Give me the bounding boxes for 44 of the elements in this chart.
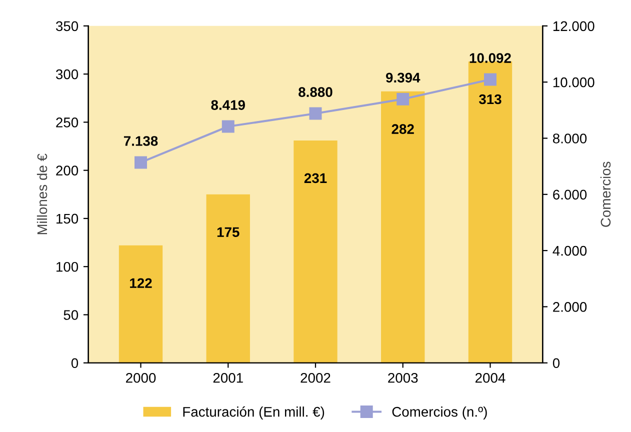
bar xyxy=(118,245,163,363)
point xyxy=(134,156,148,169)
y2-tick-label: 6.000 xyxy=(553,190,587,200)
data-label: 8.880 xyxy=(298,87,332,97)
y-tick-label: 150 xyxy=(56,214,78,224)
y-tick-label: 250 xyxy=(56,118,78,128)
bar xyxy=(294,140,338,363)
y2-axis-title: Comercios xyxy=(600,162,611,227)
y2-tick-label: 2.000 xyxy=(553,302,587,312)
bar xyxy=(206,194,250,363)
x-tick-label: 2002 xyxy=(300,372,330,383)
bar xyxy=(381,91,425,363)
y-tick-label: 50 xyxy=(64,310,78,320)
x-tick-label: 2001 xyxy=(213,372,243,383)
y2-tick-label: 4.000 xyxy=(552,246,587,256)
data-label: 10.092 xyxy=(470,53,511,63)
data-label: 175 xyxy=(217,227,240,238)
x-tick-label: 2004 xyxy=(475,372,506,383)
y-tick-label: 300 xyxy=(56,69,78,80)
data-label: 122 xyxy=(130,278,152,288)
data-label: 313 xyxy=(478,94,502,104)
y-tick-label: 350 xyxy=(56,21,78,32)
point xyxy=(484,73,496,86)
y2-tick-label: 12.000 xyxy=(553,21,594,32)
data-label: 7.138 xyxy=(124,136,158,146)
point xyxy=(309,107,322,120)
y-axis-title: Millones de € xyxy=(36,154,48,234)
y-tick-label: 200 xyxy=(56,166,78,176)
y2-tick-label: 10.000 xyxy=(553,77,594,88)
y-tick-label: 0 xyxy=(71,358,78,368)
x-tick-label: 2003 xyxy=(388,372,418,383)
bar xyxy=(468,62,512,363)
data-label: 9.394 xyxy=(386,72,420,83)
x-tick-label: 2000 xyxy=(126,372,156,383)
point xyxy=(396,92,410,106)
point xyxy=(222,120,234,133)
data-label: 282 xyxy=(392,124,414,134)
y-tick-label: 100 xyxy=(56,262,78,272)
legend-label: Comercios (n.º) xyxy=(392,406,487,420)
data-label: 231 xyxy=(304,173,327,184)
legend-label: Facturación (En mill. €) xyxy=(183,406,324,420)
y2-tick-label: 8.000 xyxy=(552,134,587,144)
data-label: 8.419 xyxy=(211,100,245,110)
y2-tick-label: 0 xyxy=(552,358,560,368)
